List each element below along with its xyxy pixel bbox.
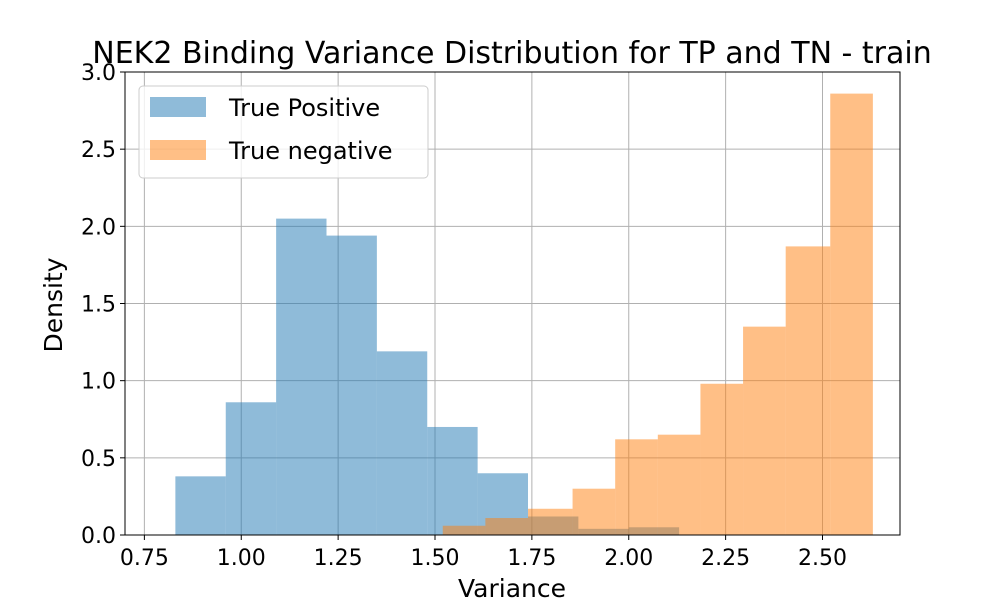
histogram-bar-series-1 — [376, 351, 428, 535]
histogram-bar-series-2 — [657, 434, 701, 535]
histogram-bar-series-1 — [225, 402, 277, 535]
x-tick-label: 2.50 — [798, 546, 847, 571]
y-tick-label: 2.0 — [81, 215, 116, 240]
x-tick-label: 1.75 — [507, 546, 556, 571]
x-axis-label: Variance — [458, 574, 566, 600]
legend: True Positive True negative — [138, 85, 429, 179]
legend-swatch — [150, 140, 206, 160]
histogram-bar-series-2 — [528, 508, 573, 535]
histogram-bar-series-2 — [615, 439, 658, 535]
x-tick-label: 1.00 — [217, 546, 266, 571]
x-tick-label: 2.25 — [701, 546, 750, 571]
histogram-bar-series-1 — [175, 476, 226, 535]
histogram-bar-series-2 — [442, 525, 486, 535]
histogram-bar-series-1 — [326, 235, 377, 536]
chart-title: NEK2 Binding Variance Distribution for T… — [92, 36, 932, 71]
legend-label: True Positive — [228, 94, 380, 122]
y-tick-label: 0.0 — [81, 524, 116, 549]
x-tick-label: 0.75 — [120, 546, 169, 571]
legend-box — [138, 85, 429, 179]
histogram-bar-series-2 — [785, 246, 831, 535]
histogram-bar-series-1 — [276, 218, 327, 535]
legend-label: True negative — [228, 137, 393, 165]
y-axis-ticks: 0.0 0.5 1.0 1.5 2.0 2.5 3.0 — [81, 61, 125, 549]
histogram-bar-series-2 — [700, 383, 744, 535]
histogram-bar-series-2 — [485, 518, 528, 535]
x-axis-ticks: 0.75 1.00 1.25 1.50 1.75 2.00 2.25 2.50 — [120, 535, 847, 571]
y-tick-label: 2.5 — [81, 138, 116, 163]
x-tick-label: 1.25 — [314, 546, 363, 571]
y-tick-label: 3.0 — [81, 61, 116, 86]
x-tick-label: 1.50 — [411, 546, 460, 571]
histogram-bars — [175, 93, 873, 536]
legend-swatch — [150, 97, 206, 117]
histogram-bar-series-2 — [572, 488, 616, 535]
y-tick-label: 1.0 — [81, 370, 116, 395]
histogram-bar-series-2 — [743, 326, 786, 535]
histogram-bar-series-1 — [427, 426, 478, 535]
y-axis-label: Density — [39, 257, 68, 352]
y-tick-label: 0.5 — [81, 447, 116, 472]
histogram-bar-series-2 — [830, 93, 873, 536]
y-tick-label: 1.5 — [81, 293, 116, 318]
x-tick-label: 2.00 — [604, 546, 653, 571]
